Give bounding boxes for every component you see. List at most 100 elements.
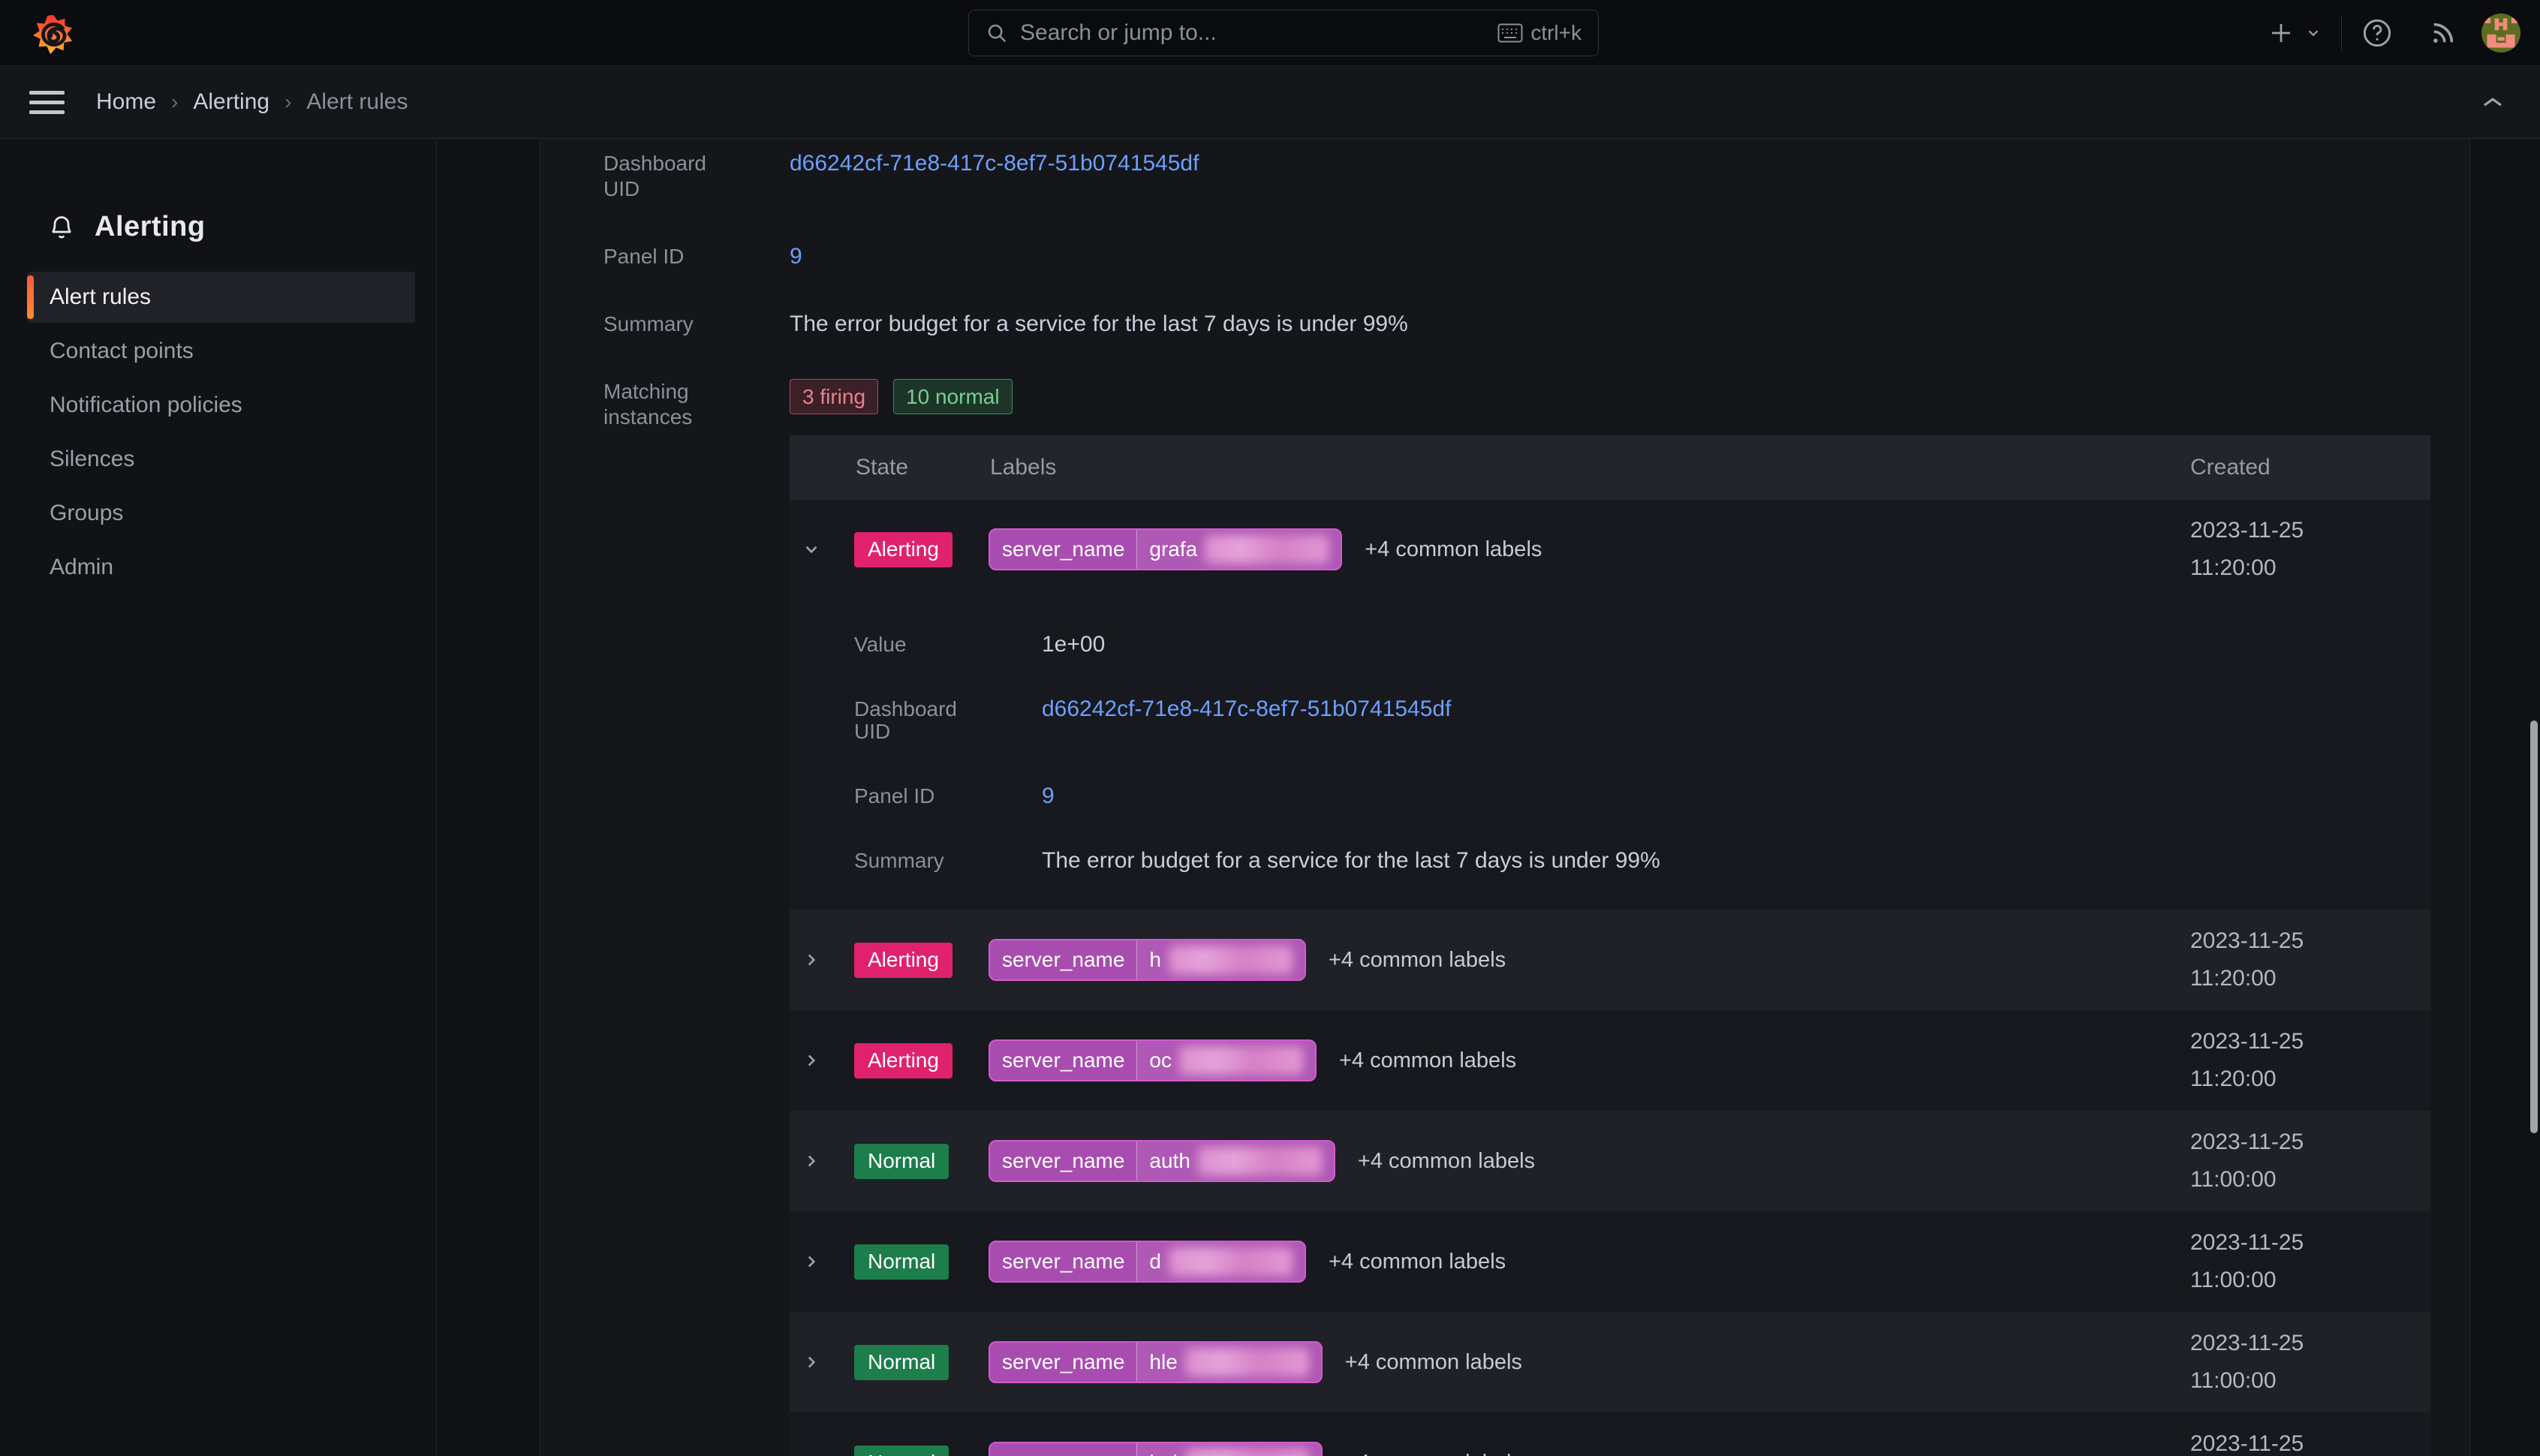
expand-row-button[interactable] bbox=[790, 1352, 854, 1372]
chevron-down-icon bbox=[805, 546, 817, 554]
label-value: d bbox=[1149, 1250, 1161, 1273]
label-pill: server_name oc bbox=[989, 1039, 1317, 1081]
breadcrumb-current: Alert rules bbox=[306, 89, 408, 114]
dashboard-uid-link[interactable]: d66242cf-71e8-417c-8ef7-51b0741545df bbox=[790, 151, 1199, 176]
plus-icon bbox=[2272, 24, 2290, 42]
instance-row[interactable]: Alerting server_name h +4 common labels … bbox=[790, 910, 2430, 1010]
common-labels-text: +4 common labels bbox=[1357, 1148, 1536, 1173]
instance-value: 1e+00 bbox=[1042, 632, 1106, 657]
instance-row[interactable]: Normal server_name auth +4 common labels… bbox=[790, 1111, 2430, 1211]
breadcrumb-bar: Home › Alerting › Alert rules bbox=[0, 66, 2540, 139]
instances-table-header: State Labels Created bbox=[790, 435, 2430, 500]
detail-label: Dashboard UID bbox=[854, 697, 957, 743]
common-labels-text: +4 common labels bbox=[1328, 1249, 1506, 1274]
news-button[interactable] bbox=[2427, 17, 2459, 49]
collapse-header-button[interactable] bbox=[2478, 89, 2507, 117]
top-nav-actions bbox=[2268, 0, 2520, 66]
label-key: server_name bbox=[1002, 1350, 1125, 1373]
detail-row-dashboard-uid: Dashboard UID d66242cf-71e8-417c-8ef7-51… bbox=[540, 151, 2469, 202]
search-icon bbox=[986, 22, 1008, 44]
panel-id-link[interactable]: 9 bbox=[1042, 784, 1055, 808]
redacted-label-value bbox=[1184, 1348, 1309, 1376]
redacted-label-value bbox=[1178, 1046, 1303, 1075]
breadcrumb-separator: › bbox=[171, 90, 179, 113]
sidebar-item-admin[interactable]: Admin bbox=[27, 542, 415, 593]
chevron-down-icon bbox=[2308, 30, 2319, 37]
instance-row[interactable]: Normal server_name ind +4 common labels … bbox=[790, 1412, 2430, 1456]
normal-count-badge: 10 normal bbox=[893, 379, 1013, 414]
detail-label: Panel ID bbox=[603, 245, 685, 268]
new-menu-button[interactable] bbox=[2268, 20, 2322, 47]
chevron-right-icon bbox=[802, 1453, 821, 1456]
state-badge: Normal bbox=[854, 1445, 949, 1456]
sidebar-section-title: Alerting bbox=[48, 211, 436, 243]
common-labels-text: +4 common labels bbox=[1344, 1349, 1522, 1374]
redacted-label-value bbox=[1168, 1247, 1293, 1276]
expand-row-button[interactable] bbox=[790, 1051, 854, 1070]
vertical-scrollbar[interactable] bbox=[2530, 720, 2538, 1133]
label-pill: server_name auth bbox=[989, 1140, 1335, 1182]
instance-row[interactable]: Alerting server_name grafa +4 common lab… bbox=[790, 500, 2430, 599]
sidebar-item-label: Notification policies bbox=[50, 393, 242, 417]
matching-instances-section: Matching instances 3 firing 10 normal St… bbox=[540, 379, 2469, 1456]
sidebar-nav: Alert rules Contact points Notification … bbox=[0, 272, 436, 593]
sidebar-item-silences[interactable]: Silences bbox=[27, 434, 415, 485]
sidebar-item-label: Alert rules bbox=[50, 284, 152, 309]
bell-icon bbox=[52, 215, 71, 238]
label-value: ind bbox=[1149, 1451, 1177, 1456]
sidebar-item-label: Contact points bbox=[50, 338, 194, 363]
top-nav: ctrl+k bbox=[0, 0, 2540, 66]
breadcrumb-alerting[interactable]: Alerting bbox=[193, 89, 270, 114]
keyboard-icon bbox=[1497, 23, 1523, 43]
sidebar-item-groups[interactable]: Groups bbox=[27, 488, 415, 539]
menu-toggle-button[interactable] bbox=[29, 85, 65, 120]
expand-row-button[interactable] bbox=[790, 1151, 854, 1171]
expand-row-button[interactable] bbox=[790, 1252, 854, 1271]
sidebar-item-label: Silences bbox=[50, 447, 135, 471]
instance-row[interactable]: Normal server_name hle +4 common labels … bbox=[790, 1312, 2430, 1412]
label-key: server_name bbox=[1002, 1149, 1125, 1172]
instance-row[interactable]: Normal server_name d +4 common labels 20… bbox=[790, 1211, 2430, 1312]
label-value: hle bbox=[1149, 1350, 1178, 1373]
state-badge: Alerting bbox=[854, 531, 952, 567]
sidebar-item-notification-policies[interactable]: Notification policies bbox=[27, 380, 415, 431]
label-pill: server_name ind bbox=[989, 1442, 1323, 1456]
column-header-state: State bbox=[856, 455, 909, 480]
common-labels-text: +4 common labels bbox=[1338, 1048, 1517, 1072]
active-indicator bbox=[27, 275, 34, 319]
column-header-labels: Labels bbox=[990, 455, 1057, 480]
global-search[interactable]: ctrl+k bbox=[968, 10, 1599, 56]
help-button[interactable] bbox=[2361, 17, 2393, 49]
dashboard-uid-link[interactable]: d66242cf-71e8-417c-8ef7-51b0741545df bbox=[1042, 696, 1452, 721]
instance-expanded-details: Value 1e+00 Dashboard UID d66242cf-71e8-… bbox=[790, 599, 2430, 910]
chevron-right-icon bbox=[808, 1155, 816, 1167]
panel-id-link[interactable]: 9 bbox=[790, 244, 802, 269]
common-labels-text: +4 common labels bbox=[1328, 947, 1506, 972]
collapse-row-button[interactable] bbox=[790, 540, 854, 559]
breadcrumb-separator: › bbox=[284, 90, 292, 113]
grafana-logo[interactable] bbox=[32, 14, 75, 56]
label-value: auth bbox=[1149, 1149, 1190, 1172]
created-cell: 2023-11-25 11:20:00 bbox=[2190, 928, 2304, 991]
label-key: server_name bbox=[1002, 1048, 1125, 1072]
state-badge: Normal bbox=[854, 1244, 949, 1280]
label-key: server_name bbox=[990, 1443, 1136, 1456]
breadcrumb-home[interactable]: Home bbox=[96, 89, 157, 114]
expand-row-button[interactable] bbox=[790, 950, 854, 970]
detail-label: Matching instances bbox=[603, 380, 693, 429]
summary-text: The error budget for a service for the l… bbox=[790, 311, 1408, 336]
instance-row[interactable]: Alerting server_name oc +4 common labels… bbox=[790, 1010, 2430, 1111]
sidebar-item-alert-rules[interactable]: Alert rules bbox=[27, 272, 415, 323]
user-avatar[interactable] bbox=[2481, 14, 2520, 53]
chevron-right-icon bbox=[808, 1054, 816, 1066]
search-input[interactable] bbox=[1020, 20, 1486, 46]
state-badge: Alerting bbox=[854, 942, 952, 978]
instances-table: State Labels Created Alerting server_nam… bbox=[790, 435, 2430, 1456]
help-icon bbox=[2363, 19, 2391, 47]
sidebar-item-contact-points[interactable]: Contact points bbox=[27, 326, 415, 377]
expand-row-button[interactable] bbox=[790, 1453, 854, 1456]
